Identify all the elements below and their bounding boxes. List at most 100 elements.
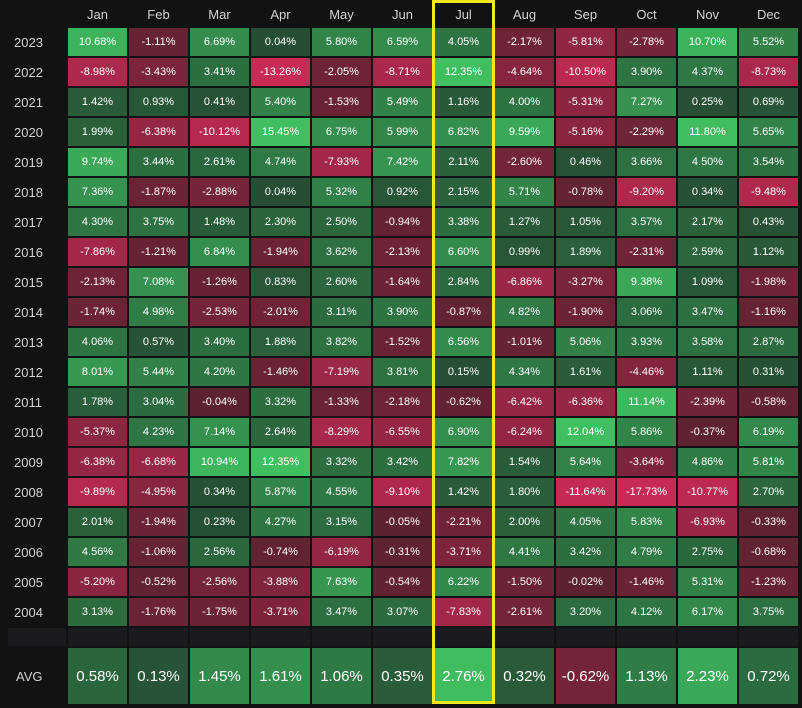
return-cell: 1.80%	[495, 478, 554, 506]
return-cell: -2.61%	[495, 598, 554, 626]
return-cell: -6.36%	[556, 388, 615, 416]
year-label: 2011	[14, 394, 42, 410]
year-label: 2005	[14, 574, 43, 590]
return-cell: 6.69%	[190, 28, 249, 56]
return-cell: 3.40%	[190, 328, 249, 356]
return-cell: -13.26%	[251, 58, 310, 86]
return-cell: -2.88%	[190, 178, 249, 206]
spacer-cell	[739, 628, 798, 646]
return-cell: -6.24%	[495, 418, 554, 446]
year-row: 2020 1.99% -6.38% -10.12% 15.45% 6.75% 5.99% 6.…	[8, 118, 798, 146]
average-cell: 1.45%	[190, 648, 249, 704]
return-cell: 3.47%	[678, 298, 737, 326]
return-cell: 3.38%	[434, 208, 493, 236]
return-cell: -0.94%	[373, 208, 432, 236]
return-cell: -2.05%	[312, 58, 371, 86]
year-label: 2023	[14, 34, 43, 50]
return-cell: -0.04%	[190, 388, 249, 416]
return-cell: 0.15%	[434, 358, 493, 386]
return-cell: 3.04%	[129, 388, 188, 416]
month-label: Apr	[270, 6, 291, 22]
return-cell: -2.60%	[495, 148, 554, 176]
return-cell: 3.62%	[312, 238, 371, 266]
return-cell: 2.75%	[678, 538, 737, 566]
return-cell: 7.27%	[617, 88, 676, 116]
month-label: Jul	[455, 6, 472, 22]
return-cell: 4.06%	[68, 328, 127, 356]
year-label: 2017	[14, 214, 43, 230]
year-row: 2023 10.68% -1.11% 6.69% 0.04% 5.80% 6.59% 4.05…	[8, 28, 798, 56]
return-cell: 7.42%	[373, 148, 432, 176]
return-cell: -3.27%	[556, 268, 615, 296]
year-label: 2012	[14, 364, 43, 380]
return-cell: 5.99%	[373, 118, 432, 146]
average-cell: 0.32%	[495, 648, 554, 704]
return-cell: 0.92%	[373, 178, 432, 206]
return-cell: -1.53%	[312, 88, 371, 116]
return-cell: -3.64%	[617, 448, 676, 476]
return-cell: 10.70%	[678, 28, 737, 56]
month-label: Sep	[573, 6, 598, 22]
year-row: 2022 -8.98% -3.43% 3.41% -13.26% -2.05% -8.71%…	[8, 58, 798, 86]
return-cell: -3.71%	[434, 538, 493, 566]
return-cell: -3.88%	[251, 568, 310, 596]
return-cell: 11.80%	[678, 118, 737, 146]
spacer-cell	[495, 628, 554, 646]
return-cell: 12.04%	[556, 418, 615, 446]
return-cell: 5.81%	[739, 448, 798, 476]
return-cell: 0.31%	[739, 358, 798, 386]
year-row: 2018 7.36% -1.87% -2.88% 0.04% 5.32% 0.92% 2.15…	[8, 178, 798, 206]
return-cell: 1.88%	[251, 328, 310, 356]
return-cell: 2.59%	[678, 238, 737, 266]
return-cell: -10.50%	[556, 58, 615, 86]
return-cell: 1.78%	[68, 388, 127, 416]
year-row: 2008 -9.89% -4.95% 0.34% 5.87% 4.55% -9.10% 1.4…	[8, 478, 798, 506]
average-cell: 0.35%	[373, 648, 432, 704]
return-cell: -8.71%	[373, 58, 432, 86]
return-cell: 3.32%	[251, 388, 310, 416]
return-cell: 5.40%	[251, 88, 310, 116]
return-cell: 11.14%	[617, 388, 676, 416]
year-row: 2007 2.01% -1.94% 0.23% 4.27% 3.15% -0.05% -2.2…	[8, 508, 798, 536]
year-row: 2005 -5.20% -0.52% -2.56% -3.88% 7.63% -0.54% 6…	[8, 568, 798, 596]
return-cell: 3.41%	[190, 58, 249, 86]
return-cell: -2.01%	[251, 298, 310, 326]
return-cell: 3.75%	[129, 208, 188, 236]
return-cell: -6.38%	[68, 448, 127, 476]
spacer-cell	[556, 628, 615, 646]
return-cell: 3.20%	[556, 598, 615, 626]
returns-table: Jan Feb Mar Apr May Jun Jul Aug Sep Oct Nov Dec 202…	[6, 0, 800, 706]
return-cell: 10.94%	[190, 448, 249, 476]
return-cell: 1.61%	[556, 358, 615, 386]
return-cell: 4.30%	[68, 208, 127, 236]
return-cell: 2.70%	[739, 478, 798, 506]
return-cell: 4.23%	[129, 418, 188, 446]
return-cell: 4.27%	[251, 508, 310, 536]
return-cell: 5.32%	[312, 178, 371, 206]
year-row: 2009 -6.38% -6.68% 10.94% 12.35% 3.32% 3.42% 7.…	[8, 448, 798, 476]
return-cell: -6.38%	[129, 118, 188, 146]
return-cell: -0.31%	[373, 538, 432, 566]
month-label: Jun	[392, 6, 413, 22]
return-cell: 3.42%	[373, 448, 432, 476]
return-cell: -1.64%	[373, 268, 432, 296]
return-cell: 9.74%	[68, 148, 127, 176]
average-cell: 0.13%	[129, 648, 188, 704]
month-label: Feb	[147, 6, 170, 22]
year-label: 2009	[14, 454, 43, 470]
average-cell: 2.23%	[678, 648, 737, 704]
return-cell: -2.13%	[68, 268, 127, 296]
return-cell: -6.68%	[129, 448, 188, 476]
return-cell: -6.42%	[495, 388, 554, 416]
return-cell: 5.87%	[251, 478, 310, 506]
return-cell: 10.68%	[68, 28, 127, 56]
return-cell: 5.31%	[678, 568, 737, 596]
return-cell: 6.19%	[739, 418, 798, 446]
return-cell: -4.46%	[617, 358, 676, 386]
return-cell: -6.55%	[373, 418, 432, 446]
return-cell: 12.35%	[251, 448, 310, 476]
year-label: 2022	[14, 64, 43, 80]
return-cell: -5.20%	[68, 568, 127, 596]
return-cell: 3.54%	[739, 148, 798, 176]
